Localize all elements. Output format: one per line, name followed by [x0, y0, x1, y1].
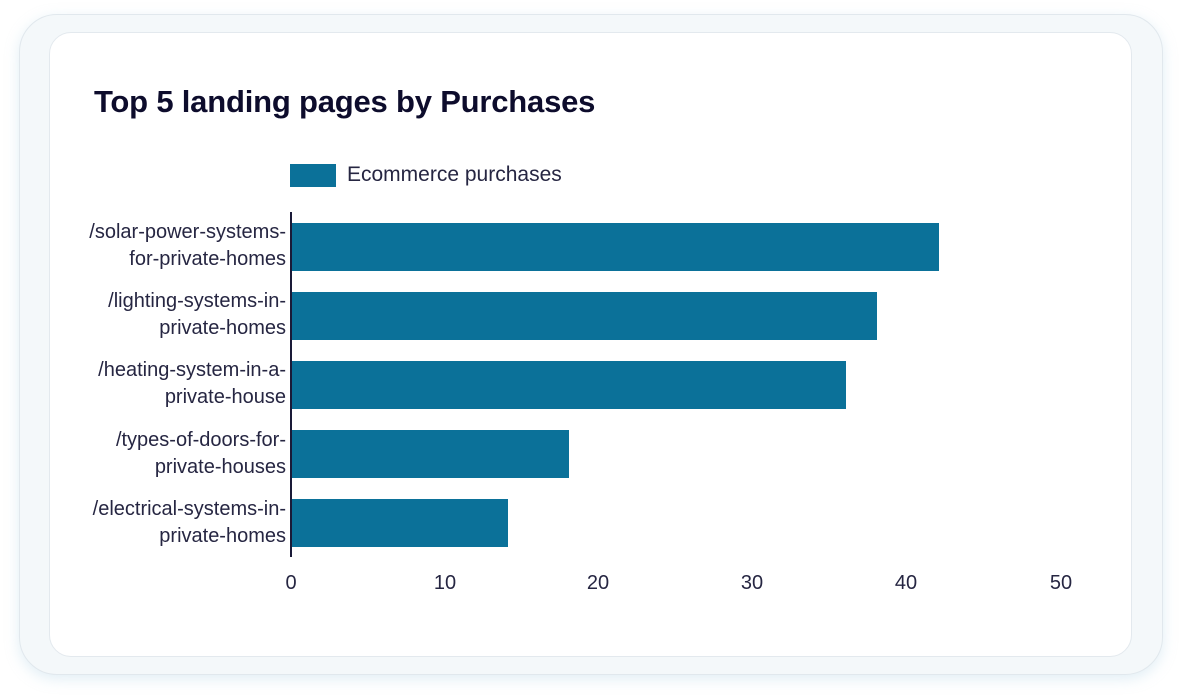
category-label: /electrical-systems-in- private-homes: [26, 496, 286, 550]
bar: [292, 361, 846, 409]
bar: [292, 223, 939, 271]
category-label-line: for-private-homes: [129, 248, 286, 270]
category-label-line: /electrical-systems-in-: [92, 498, 286, 520]
category-label-line: private-houses: [154, 456, 286, 478]
category-label-line: /lighting-systems-in-: [108, 290, 286, 312]
bar: [292, 499, 508, 547]
x-tick-label: 20: [586, 572, 610, 594]
category-label: /heating-system-in-a- private-house: [26, 357, 286, 411]
x-tick-label: 0: [285, 572, 297, 594]
category-label-line: private-homes: [159, 525, 286, 547]
x-tick-label: 40: [894, 572, 918, 594]
x-tick-label: 30: [740, 572, 764, 594]
category-label: /lighting-systems-in- private-homes: [26, 288, 286, 342]
x-tick-label: 10: [433, 572, 457, 594]
chart-card: [49, 32, 1132, 657]
category-label-line: /solar-power-systems-: [89, 221, 286, 243]
category-label-line: /heating-system-in-a-: [98, 359, 286, 381]
bar: [292, 430, 569, 478]
bar: [292, 292, 877, 340]
category-label: /solar-power-systems- for-private-homes: [26, 219, 286, 273]
category-label-line: private-house: [164, 386, 286, 408]
category-label-line: private-homes: [159, 317, 286, 339]
category-label-line: /types-of-doors-for-: [115, 429, 286, 451]
chart-title: Top 5 landing pages by Purchases: [94, 84, 596, 119]
category-label: /types-of-doors-for- private-houses: [26, 427, 286, 481]
x-tick-label: 50: [1049, 572, 1073, 594]
legend-swatch: [290, 163, 336, 187]
chart-legend: Ecommerce purchases: [290, 163, 562, 187]
y-axis-line: [290, 212, 292, 557]
legend-label: Ecommerce purchases: [347, 163, 562, 186]
